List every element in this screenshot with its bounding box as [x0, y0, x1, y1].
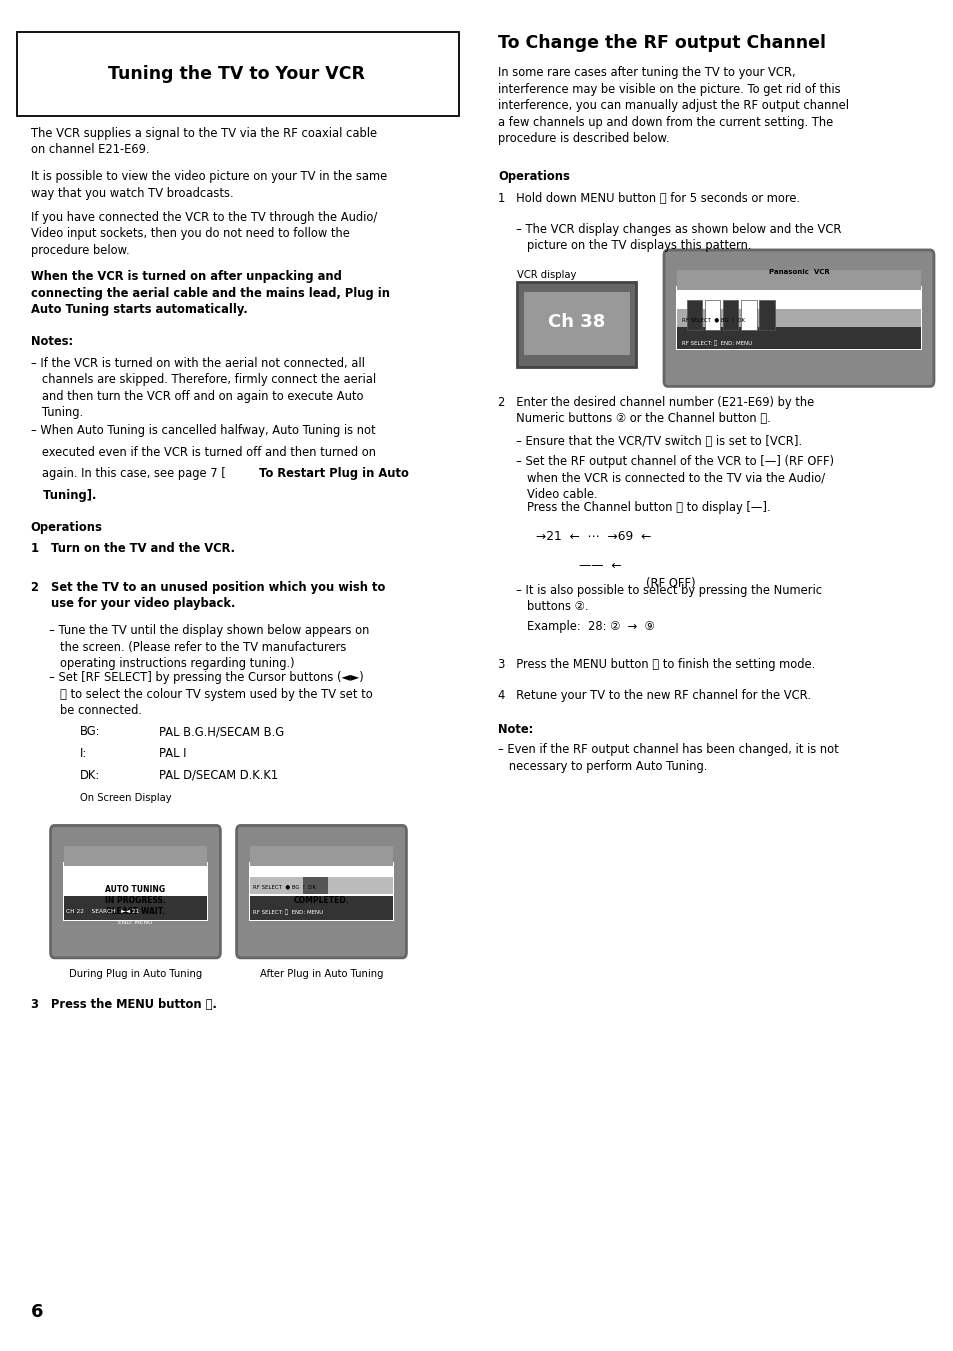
Text: VCR display: VCR display [517, 270, 576, 280]
FancyBboxPatch shape [663, 250, 933, 386]
Text: In some rare cases after tuning the TV to your VCR,
interference may be visible : In some rare cases after tuning the TV t… [497, 66, 848, 145]
Text: Tuning the TV to Your VCR: Tuning the TV to Your VCR [108, 65, 365, 84]
Bar [740, 300, 756, 330]
Text: It is possible to view the video picture on your TV in the same
way that you wat: It is possible to view the video picture… [30, 170, 386, 200]
Text: – Set the RF output channel of the VCR to [—] (RF OFF)
        when the VCR is c: – Set the RF output channel of the VCR t… [497, 455, 833, 501]
Text: When the VCR is turned on after unpacking and
connecting the aerial cable and th: When the VCR is turned on after unpackin… [30, 270, 389, 316]
Text: Panasonic  VCR: Panasonic VCR [768, 269, 828, 274]
Text: 2   Enter the desired channel number (E21-E69) by the
     Numeric buttons ② or : 2 Enter the desired channel number (E21-… [497, 396, 813, 426]
FancyBboxPatch shape [63, 862, 208, 921]
Bar [517, 282, 636, 367]
Text: 3   Press the MENU button ⓦ to finish the setting mode.: 3 Press the MENU button ⓦ to finish the … [497, 658, 815, 671]
Text: AUTO TUNING
IN PROGRESS.
PLEASE WAIT.: AUTO TUNING IN PROGRESS. PLEASE WAIT. [105, 885, 166, 916]
Text: END: MENU: END: MENU [118, 920, 152, 925]
Text: To Restart Plug in Auto: To Restart Plug in Auto [259, 467, 409, 481]
Text: 3   Press the MENU button ⓦ.: 3 Press the MENU button ⓦ. [30, 998, 216, 1012]
FancyBboxPatch shape [236, 825, 406, 958]
Text: To Change the RF output Channel: To Change the RF output Channel [497, 34, 825, 51]
Text: Notes:: Notes: [30, 335, 72, 349]
Text: Press the Channel button ⓟ to display [—].: Press the Channel button ⓟ to display [—… [497, 501, 770, 515]
Text: DK:: DK: [80, 769, 100, 782]
FancyBboxPatch shape [17, 32, 458, 116]
Text: During Plug in Auto Tuning: During Plug in Auto Tuning [69, 969, 202, 978]
Text: Example:  28: ②  →  ⑨: Example: 28: ② → ⑨ [497, 620, 654, 634]
Text: PAL D/SECAM D.K.K1: PAL D/SECAM D.K.K1 [159, 769, 278, 782]
Text: executed even if the VCR is turned off and then turned on: executed even if the VCR is turned off a… [30, 446, 375, 459]
Text: PAL B.G.H/SECAM B.G: PAL B.G.H/SECAM B.G [159, 725, 284, 739]
Bar [64, 896, 207, 920]
Text: 4   Retune your TV to the new RF channel for the VCR.: 4 Retune your TV to the new RF channel f… [497, 689, 810, 703]
Text: RF SELECT: ⓪  END: MENU: RF SELECT: ⓪ END: MENU [681, 340, 752, 346]
Text: – When Auto Tuning is cancelled halfway, Auto Tuning is not: – When Auto Tuning is cancelled halfway,… [30, 424, 375, 438]
Text: Tuning].: Tuning]. [30, 489, 96, 503]
Text: ——  ←: —— ← [578, 559, 621, 573]
Text: I:: I: [80, 747, 88, 761]
Bar [523, 292, 629, 355]
Bar [704, 300, 720, 330]
Text: 1   Turn on the TV and the VCR.: 1 Turn on the TV and the VCR. [30, 542, 234, 555]
FancyBboxPatch shape [676, 286, 921, 350]
Bar [250, 846, 393, 866]
Bar [677, 270, 920, 290]
Text: Operations: Operations [497, 170, 569, 184]
Text: – Ensure that the VCR/TV switch ⓠ is set to [VCR].: – Ensure that the VCR/TV switch ⓠ is set… [497, 435, 801, 449]
Text: – If the VCR is turned on with the aerial not connected, all
   channels are ski: – If the VCR is turned on with the aeria… [30, 357, 375, 419]
Text: 6: 6 [30, 1304, 43, 1321]
Bar [677, 324, 920, 349]
Text: Operations: Operations [30, 521, 102, 535]
Bar [759, 300, 774, 330]
Text: – Tune the TV until the display shown below appears on
        the screen. (Plea: – Tune the TV until the display shown be… [30, 624, 369, 670]
Text: Note:: Note: [497, 723, 533, 736]
Text: The VCR supplies a signal to the TV via the RF coaxial cable
on channel E21-E69.: The VCR supplies a signal to the TV via … [30, 127, 376, 157]
Text: RF SELECT: ⓪  END: MENU: RF SELECT: ⓪ END: MENU [253, 909, 323, 915]
Text: →21  ←  ⋯  →69  ←: →21 ← ⋯ →69 ← [536, 530, 651, 543]
Bar [677, 309, 920, 327]
Text: AUTO TUNING IS
COMPLETED.: AUTO TUNING IS COMPLETED. [286, 885, 356, 905]
Text: again. In this case, see page 7 [: again. In this case, see page 7 [ [30, 467, 225, 481]
Text: PAL I: PAL I [159, 747, 187, 761]
Bar [722, 300, 738, 330]
FancyBboxPatch shape [51, 825, 220, 958]
Text: – It is also possible to select by pressing the Numeric
        buttons ②.: – It is also possible to select by press… [497, 584, 821, 613]
Bar [250, 896, 393, 920]
Text: CH 22    SEARCH   ►◄ 21: CH 22 SEARCH ►◄ 21 [66, 909, 139, 915]
Bar [303, 877, 328, 894]
Text: RF SELECT  ● BG  I  DK: RF SELECT ● BG I DK [681, 317, 744, 323]
Bar [686, 300, 701, 330]
Text: – Set [RF SELECT] by pressing the Cursor buttons (◄►)
        ⓪ to select the co: – Set [RF SELECT] by pressing the Cursor… [30, 671, 372, 717]
Text: If you have connected the VCR to the TV through the Audio/
Video input sockets, : If you have connected the VCR to the TV … [30, 211, 376, 257]
Text: After Plug in Auto Tuning: After Plug in Auto Tuning [259, 969, 383, 978]
FancyBboxPatch shape [249, 862, 394, 921]
Text: BG:: BG: [80, 725, 100, 739]
Text: 1   Hold down MENU button ⓦ for 5 seconds or more.: 1 Hold down MENU button ⓦ for 5 seconds … [497, 192, 800, 205]
Text: 2   Set the TV to an unused position which you wish to
     use for your video p: 2 Set the TV to an unused position which… [30, 581, 384, 611]
Bar [64, 846, 207, 866]
Bar [250, 877, 393, 894]
Text: – The VCR display changes as shown below and the VCR
        picture on the TV d: – The VCR display changes as shown below… [497, 223, 841, 253]
Text: On Screen Display: On Screen Display [80, 793, 172, 802]
Text: RF SELECT  ● BG  I  DK: RF SELECT ● BG I DK [253, 885, 315, 890]
Text: (RF OFF): (RF OFF) [645, 577, 695, 590]
Text: – Even if the RF output channel has been changed, it is not
   necessary to perf: – Even if the RF output channel has been… [497, 743, 838, 773]
Text: Ch 38: Ch 38 [547, 313, 605, 331]
